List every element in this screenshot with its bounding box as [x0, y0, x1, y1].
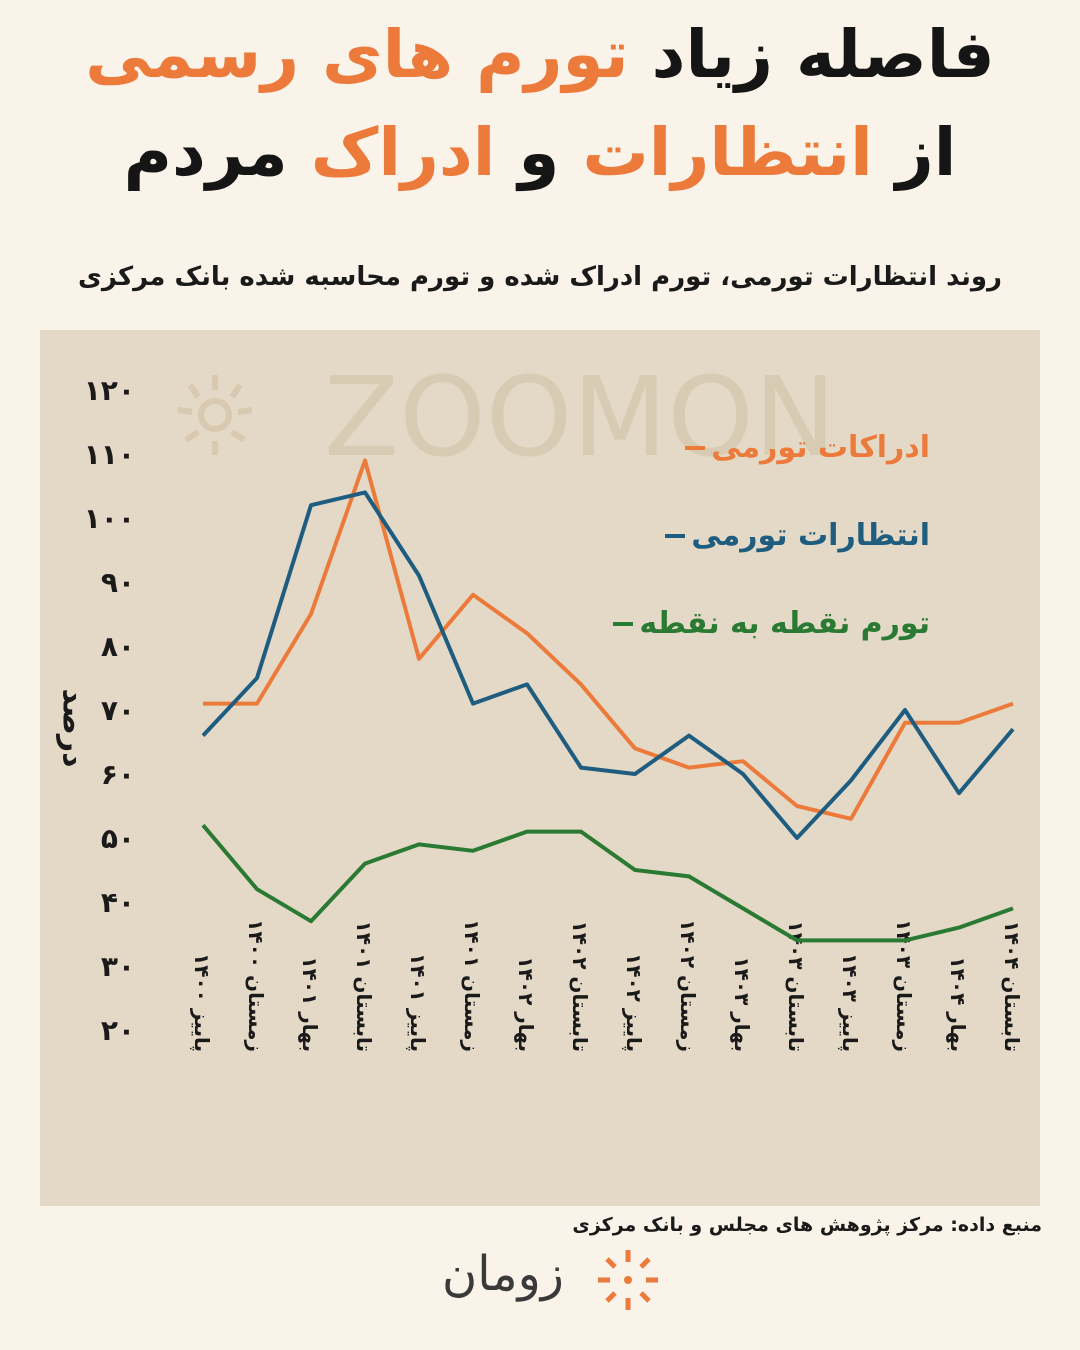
brand-logo — [598, 1250, 658, 1310]
title-part-5: و — [518, 114, 560, 191]
x-tick-label: زمستان ۱۴۰۲ — [676, 919, 700, 1052]
legend-label-expected: انتظارات تورمی — [691, 518, 930, 553]
y-axis-ticks: ۲۰ ۳۰ ۴۰ ۵۰ ۶۰ ۷۰ ۸۰ ۹۰ ۱۰۰ ۱۱۰ ۱۲۰ — [84, 374, 135, 1047]
title-line-2: از انتظارات و ادراک مردم — [0, 120, 1080, 186]
series-line-2 — [201, 823, 1014, 943]
y-tick-label: ۲۰ — [101, 1014, 135, 1047]
y-tick-label: ۱۰۰ — [84, 502, 135, 535]
y-tick-label: ۹۰ — [101, 566, 135, 599]
x-tick-label: تابستان ۱۴۰۱ — [352, 921, 376, 1052]
y-tick-label: ۸۰ — [101, 630, 135, 663]
x-tick-label: بهار ۱۴۰۴ — [946, 956, 970, 1052]
x-tick-label: بهار ۱۴۰۳ — [730, 956, 754, 1052]
x-tick-label: پاییز ۱۴۰۰ — [189, 953, 214, 1052]
line-chart: ۲۰ ۳۰ ۴۰ ۵۰ ۶۰ ۷۰ ۸۰ ۹۰ ۱۰۰ ۱۱۰ ۱۲۰ پاییز ۱۴۰۰ زمست… — [84, 374, 1024, 1052]
legend-label-official: تورم نقطه به نقطه — [639, 606, 930, 641]
x-tick-label: پاییز ۱۴۰۲ — [621, 953, 646, 1052]
brand-sun-icon — [598, 1250, 658, 1310]
y-tick-label: ۵۰ — [101, 822, 135, 855]
x-tick-label: بهار ۱۴۰۲ — [514, 956, 538, 1052]
title-part-7: مردم — [123, 114, 288, 191]
chart-title: روند انتظارات تورمی، تورم ادراک شده و تو… — [78, 262, 1002, 292]
title-part-2: تورم های رسمی — [85, 16, 629, 93]
title-part-6: ادراک — [310, 114, 496, 191]
x-tick-label: زمستان ۱۴۰۱ — [460, 919, 484, 1052]
x-tick-label: تابستان ۱۴۰۴ — [1000, 921, 1024, 1052]
y-tick-label: ۱۱۰ — [84, 438, 135, 471]
watermark-text: ZOOMON — [324, 355, 836, 475]
legend-label-perceived: ادراکات تورمی — [711, 430, 930, 465]
series-line-0 — [203, 458, 1014, 821]
y-tick-label: ۶۰ — [101, 758, 135, 791]
y-tick-label: ۴۰ — [101, 886, 135, 919]
y-tick-label: ۳۰ — [101, 950, 135, 983]
title-line-1: فاصله زیاد تورم های رسمی — [0, 22, 1080, 88]
legend-swatch-official — [613, 621, 634, 626]
legend-swatch-perceived — [685, 445, 706, 450]
watermark: ZOOMON — [177, 355, 836, 475]
series-line-1 — [201, 490, 1015, 840]
legend-swatch-expected — [665, 533, 686, 538]
legend-item-official: تورم نقطه به نقطه — [613, 606, 930, 641]
x-tick-label: تابستان ۱۴۰۲ — [568, 921, 592, 1052]
x-tick-label: تابستان ۱۴۰۳ — [784, 921, 808, 1052]
chart-panel — [40, 330, 1040, 1206]
brand-name: زومان — [442, 1246, 564, 1302]
x-tick-label: پاییز ۱۴۰۱ — [405, 953, 430, 1052]
watermark-sun-icon — [177, 375, 253, 455]
legend-item-expected: انتظارات تورمی — [665, 518, 930, 553]
title-part-3: از — [895, 114, 957, 191]
title-part-4: انتظارات — [582, 114, 873, 191]
source-note: منبع داده: مرکز پژوهش های مجلس و بانک مر… — [572, 1214, 1042, 1236]
title-part-1: فاصله زیاد — [651, 16, 995, 93]
x-tick-label: پاییز ۱۴۰۳ — [837, 953, 862, 1052]
y-axis-label: درصد — [55, 688, 91, 768]
y-tick-label: ۱۲۰ — [84, 374, 135, 407]
x-tick-label: زمستان ۱۴۰۰ — [244, 919, 268, 1052]
y-tick-label: ۷۰ — [101, 694, 135, 727]
x-tick-label: بهار ۱۴۰۱ — [298, 956, 322, 1052]
legend-item-perceived: ادراکات تورمی — [685, 430, 930, 465]
series-lines — [201, 458, 1015, 943]
